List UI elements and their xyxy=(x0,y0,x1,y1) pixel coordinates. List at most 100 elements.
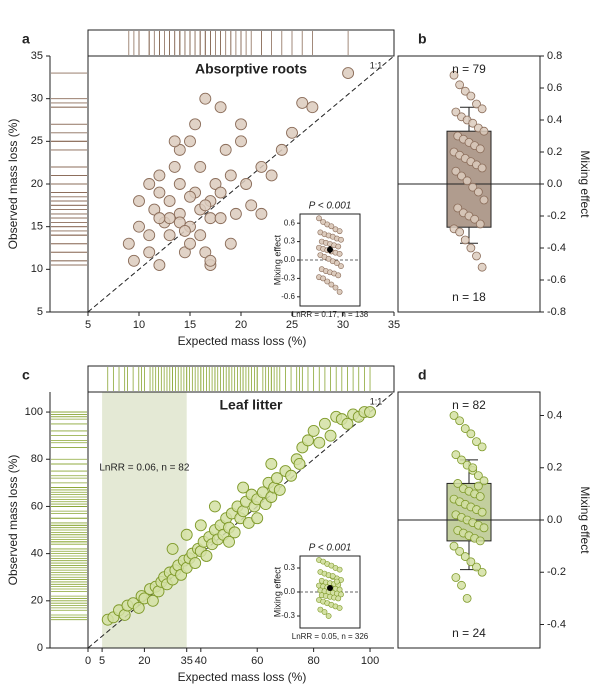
point xyxy=(313,436,326,449)
x-tick-label: 80 xyxy=(307,655,319,667)
y-tick-label: 20 xyxy=(31,595,43,607)
point xyxy=(143,229,156,242)
point xyxy=(466,243,476,253)
y-axis-label: Mixing effect xyxy=(578,150,592,218)
point xyxy=(189,118,202,131)
x-tick-label: 0 xyxy=(85,655,91,667)
y-tick-label: -0.4 xyxy=(547,618,566,630)
point xyxy=(318,417,331,430)
y-tick-label: 0.0 xyxy=(547,178,562,190)
inset-point xyxy=(336,566,343,573)
inset-point xyxy=(333,260,340,266)
top-rug-frame xyxy=(87,29,395,57)
point xyxy=(228,526,241,539)
point xyxy=(199,199,212,212)
point xyxy=(235,135,247,148)
shade-label: LnRR = 0.06, n = 82 xyxy=(99,463,190,474)
point xyxy=(224,237,237,250)
inset-point xyxy=(338,263,344,270)
point xyxy=(457,580,466,590)
point xyxy=(479,126,489,136)
point xyxy=(477,507,487,517)
y-tick-label: 0.2 xyxy=(547,462,562,474)
x-tick-label: 20 xyxy=(235,319,247,331)
x-tick-label: 10 xyxy=(133,319,145,331)
n-top: n = 82 xyxy=(452,398,486,412)
inset-y-label: Mixing effect xyxy=(272,234,282,285)
inset-point xyxy=(338,236,344,243)
point xyxy=(285,469,298,482)
point xyxy=(466,557,476,567)
point xyxy=(132,601,145,614)
point xyxy=(133,195,145,208)
identity-label: 1:1 xyxy=(370,60,383,70)
point xyxy=(466,429,476,439)
inset-point xyxy=(333,578,340,585)
panel-letter: c xyxy=(22,367,30,383)
inset-point xyxy=(335,595,342,602)
y-tick-label: 0.4 xyxy=(547,409,562,421)
point xyxy=(127,254,140,267)
n-top: n = 79 xyxy=(452,62,486,76)
x-tick-label: 5 xyxy=(85,319,91,331)
inset-y-label: Mixing effect xyxy=(272,566,282,617)
y-axis-label: Observed mass loss (%) xyxy=(6,119,20,250)
x-tick-label: 35 xyxy=(181,655,193,667)
x-tick-label: 30 xyxy=(337,319,349,331)
inset-y-tick-label: 0.3 xyxy=(284,563,296,572)
inset-mean xyxy=(327,585,333,591)
point xyxy=(240,178,253,190)
point xyxy=(214,186,227,199)
point xyxy=(473,471,483,480)
point xyxy=(455,227,465,237)
y-tick-label: 20 xyxy=(31,178,43,190)
point xyxy=(451,166,461,176)
point xyxy=(153,259,166,272)
point xyxy=(237,481,250,494)
point xyxy=(194,519,207,532)
inset-y-tick-label: -0.3 xyxy=(281,274,295,283)
point xyxy=(199,92,212,105)
point xyxy=(341,417,354,430)
point xyxy=(453,479,463,488)
identity-label: 1:1 xyxy=(370,396,383,406)
point xyxy=(286,126,298,139)
point xyxy=(302,434,314,447)
point xyxy=(472,99,481,109)
x-tick-label: 100 xyxy=(361,655,379,667)
point xyxy=(229,207,242,220)
x-tick-label: 20 xyxy=(138,655,150,667)
inset-y-tick-label: 0.6 xyxy=(284,218,296,227)
point xyxy=(163,212,176,225)
point xyxy=(462,176,472,186)
y-tick-label: 0.0 xyxy=(547,514,562,526)
point xyxy=(245,199,258,212)
point xyxy=(479,476,489,486)
panel-letter: d xyxy=(418,367,427,383)
x-tick-label: 25 xyxy=(286,319,298,331)
y-axis-label: Mixing effect xyxy=(578,486,592,554)
inset-point xyxy=(336,228,343,235)
y-tick-label: 0 xyxy=(37,642,43,654)
point xyxy=(208,500,221,513)
point xyxy=(255,160,268,173)
point xyxy=(214,101,227,114)
inset-point xyxy=(336,250,343,257)
inset-point xyxy=(338,591,344,598)
inset-point xyxy=(320,275,327,282)
point xyxy=(184,135,196,148)
inset-point xyxy=(325,613,332,619)
point xyxy=(255,207,268,220)
point xyxy=(163,229,176,242)
point xyxy=(460,552,470,561)
x-tick-label: 15 xyxy=(184,319,196,331)
inset-point xyxy=(328,223,335,230)
point xyxy=(477,567,487,577)
inset-point xyxy=(316,215,322,222)
y-tick-label: 60 xyxy=(31,500,43,512)
inset-note: LnRR = 0.05, n = 326 xyxy=(292,632,369,641)
point xyxy=(184,190,196,203)
y-tick-label: -0.6 xyxy=(547,274,566,286)
y-tick-label: -0.2 xyxy=(547,566,566,578)
point xyxy=(449,70,459,80)
